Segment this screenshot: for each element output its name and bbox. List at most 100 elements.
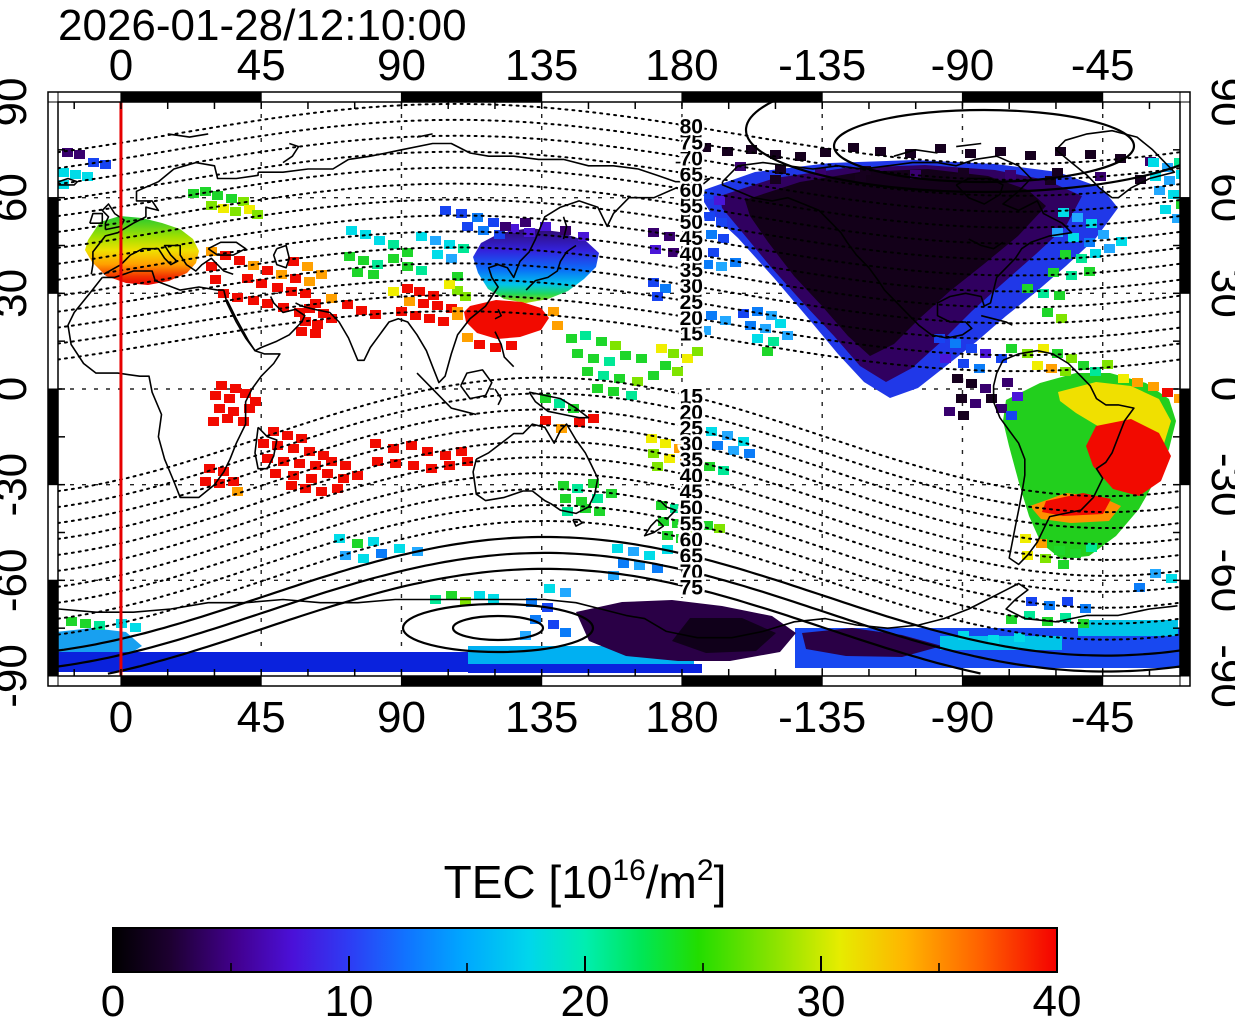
tec-tile (526, 598, 537, 607)
coastline (89, 212, 104, 224)
tec-tile (74, 150, 85, 159)
tec-tile (300, 317, 311, 326)
tec-tile (548, 307, 559, 316)
tec-tile (1062, 597, 1073, 606)
tec-tile (692, 347, 703, 356)
tec-tile (456, 209, 467, 218)
tec-tile (282, 431, 293, 440)
tec-tile (1006, 615, 1017, 624)
tec-tile (560, 628, 571, 637)
frame-segment-left (47, 197, 59, 294)
coastline (494, 331, 515, 368)
tec-tile (1072, 213, 1083, 222)
frame-segment-top (400, 91, 543, 103)
coastline (272, 244, 291, 269)
tec-tile (775, 319, 786, 328)
geomagnetic-contour-north (58, 230, 1180, 293)
geomagnetic-contour-south (58, 424, 1180, 545)
tec-tile (288, 257, 299, 266)
tec-tile (340, 551, 351, 560)
coastline (955, 177, 1004, 205)
tec-tile (544, 584, 555, 593)
tec-tile (1014, 633, 1025, 642)
tec-tile (662, 531, 673, 540)
tec-tile (210, 391, 221, 400)
tec-tile (1116, 237, 1127, 246)
tec-tile (1070, 549, 1081, 558)
tec-tile (1162, 388, 1173, 397)
tec-tile (728, 446, 739, 455)
coastline (572, 518, 583, 527)
tec-tile (432, 250, 443, 259)
tec-tile (332, 484, 343, 493)
contour-label: 65 (680, 163, 704, 186)
tec-tile (1078, 361, 1089, 370)
tec-tile (270, 469, 281, 478)
tec-tile (206, 262, 217, 271)
frame-segment-bottom (541, 675, 683, 687)
tec-tile (214, 479, 225, 488)
geomagnetic-contour-north (58, 166, 1180, 229)
tec-tile (658, 517, 669, 526)
tec-tile (432, 301, 443, 310)
tec-tile (200, 477, 211, 486)
tec-tile (560, 588, 571, 597)
tec-tile (1132, 378, 1143, 387)
contour-label: 30 (680, 275, 703, 298)
tec-tile (712, 441, 723, 450)
tec-tile (1046, 364, 1057, 373)
tec-tile (256, 279, 267, 288)
tec-tile (272, 283, 283, 292)
frame-segment-right (1179, 292, 1191, 390)
coastline (90, 161, 259, 275)
tec-tile (288, 444, 299, 453)
geomagnetic-contour-north (58, 102, 1180, 165)
tec-tile (370, 310, 381, 319)
frame-segment-left (47, 292, 59, 390)
lon-tick-label-top: 45 (237, 41, 286, 90)
tec-tile (474, 340, 485, 349)
coastline (721, 155, 1073, 339)
tec-tile (200, 187, 211, 196)
tec-tile (396, 307, 407, 316)
tec-tile (1060, 367, 1071, 376)
tec-tile (388, 287, 399, 296)
coastline (472, 423, 599, 515)
tec-tile (672, 367, 683, 376)
ross-sector-dark-core (672, 618, 776, 653)
lon-tick-label-bottom: 45 (237, 693, 286, 742)
tec-tile (995, 147, 1006, 156)
dip-pole-contour-north (832, 108, 1136, 184)
coastline (562, 216, 568, 240)
colorbar-title: TEC [1016/m2] (444, 854, 727, 908)
tec-tile (1054, 291, 1065, 300)
lat-tick-label-left: 90 (0, 78, 36, 127)
tec-tile (1134, 583, 1145, 592)
frame-segment-top (120, 91, 262, 103)
tec-tile (100, 160, 111, 169)
tec-tile (664, 232, 675, 241)
tec-tile (446, 304, 457, 313)
tec-tile (1055, 147, 1066, 156)
tec-tile (944, 407, 955, 416)
tec-tile (446, 591, 457, 600)
tec-tile (714, 196, 725, 205)
tec-tile (310, 461, 321, 470)
tec-tile (672, 519, 683, 528)
tec-tile (656, 501, 667, 510)
blue-band-mid-under (468, 664, 702, 673)
tec-tile (745, 321, 756, 330)
tec-tile (240, 389, 251, 398)
plot-title: 2026-01-28/12:10:00 (58, 1, 467, 50)
geomagnetic-contour-south (58, 392, 1180, 514)
tec-tile (352, 471, 363, 480)
tec-tile (94, 621, 105, 630)
tec-tile (1022, 284, 1033, 293)
tec-tile (302, 262, 313, 271)
tec-tile (234, 256, 245, 265)
tec-tile (218, 204, 229, 213)
tec-tile (1002, 378, 1013, 387)
tec-tile (440, 451, 451, 460)
tec-tile (210, 275, 221, 284)
coastline (226, 296, 306, 352)
